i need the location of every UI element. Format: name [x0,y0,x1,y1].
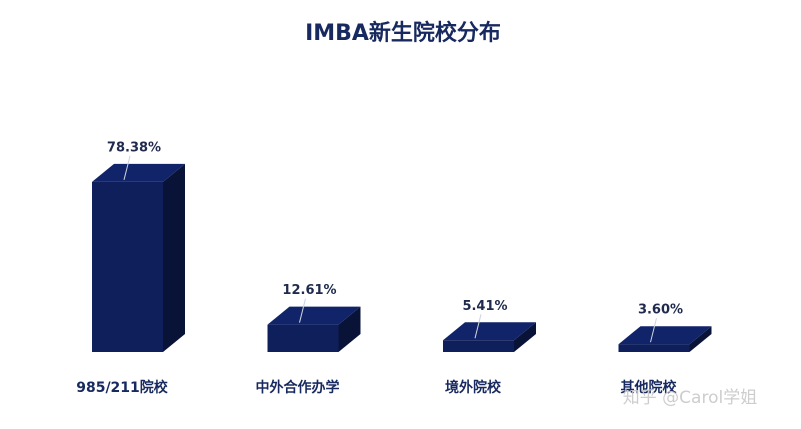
x-tick-label: 其他院校 [621,379,678,396]
bar-side [163,163,185,352]
watermark: 知乎 @Carol学姐 [623,388,757,408]
bar-side [514,322,536,352]
value-label: 5.41% [462,299,507,314]
leader-line [123,155,131,181]
bar [618,344,690,352]
leader-line [650,318,657,343]
chart-title: IMBA新生院校分布 [305,20,501,46]
leader-line [299,298,306,323]
x-tick-label: 中外合作办学 [256,379,340,396]
x-tick-label: 境外院校 [445,379,502,396]
value-label: 12.61% [282,283,336,298]
bar [443,340,514,352]
bar-side [689,326,712,352]
bar [92,181,163,352]
bar-top [618,326,712,345]
bar-side [338,306,361,352]
value-label: 3.60% [638,303,683,318]
leader-line [474,314,482,339]
bar [267,324,339,352]
bar-top [443,322,536,341]
value-label: 78.38% [107,140,161,155]
bar-top [267,306,361,325]
x-tick-label: 985/211院校 [76,379,169,396]
bar-top [92,163,185,182]
